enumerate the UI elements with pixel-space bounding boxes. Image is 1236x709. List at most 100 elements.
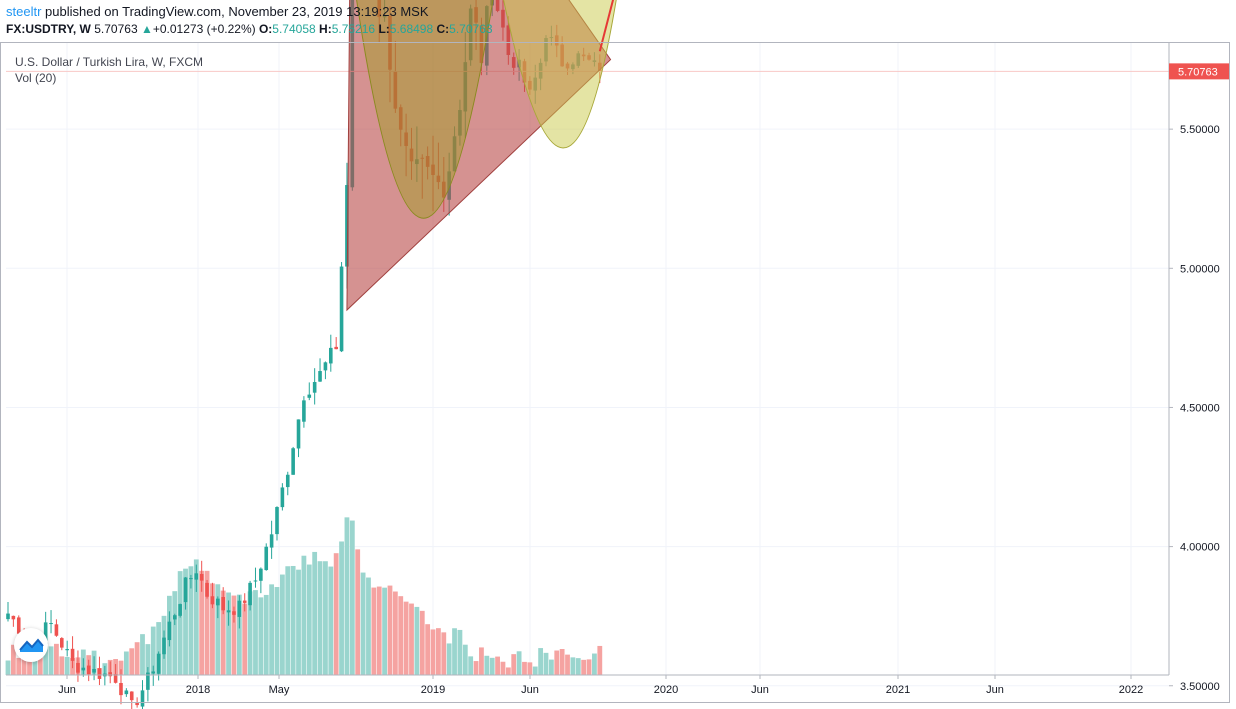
volume-bar xyxy=(548,659,554,675)
volume-bar xyxy=(511,654,517,675)
x-tick-label: May xyxy=(269,684,290,696)
candle-body xyxy=(259,568,263,581)
volume-bar xyxy=(48,646,54,675)
volume-bar xyxy=(5,660,11,675)
volume-bar xyxy=(193,559,199,675)
tradingview-logo-icon xyxy=(19,638,44,652)
candle-body xyxy=(269,534,274,548)
volume-bar xyxy=(177,571,183,675)
volume-bar xyxy=(446,643,452,675)
author-link[interactable]: steeltr xyxy=(6,4,42,19)
volume-bar xyxy=(54,643,59,675)
candle-body xyxy=(108,672,113,677)
volume-bar xyxy=(575,658,581,675)
volume-bar xyxy=(150,626,156,675)
volume-bar xyxy=(27,654,32,675)
volume-bar xyxy=(462,644,468,675)
volume-bar xyxy=(489,657,495,675)
candle-body xyxy=(329,347,333,364)
volume-bar xyxy=(134,642,140,675)
volume-bar xyxy=(247,591,253,675)
volume-bar xyxy=(328,566,334,675)
volume-bar xyxy=(430,629,436,675)
candle-body xyxy=(162,637,166,655)
candle-body xyxy=(280,487,285,508)
volume-bar xyxy=(452,628,457,675)
volume-bar xyxy=(516,651,522,675)
candle-body xyxy=(334,346,338,350)
volume-bar xyxy=(188,566,194,675)
x-tick-label: 2018 xyxy=(186,684,210,696)
volume-bar xyxy=(484,655,490,675)
candle-body xyxy=(6,613,10,620)
volume-bar xyxy=(409,603,414,675)
volume-bar xyxy=(597,645,603,675)
volume-bar xyxy=(16,657,22,675)
high-value: 5.75216 xyxy=(331,22,376,36)
candle-body xyxy=(339,266,344,352)
drawing-annotations xyxy=(346,0,617,312)
volume-bar xyxy=(10,644,16,675)
candle-body xyxy=(323,362,328,371)
volume-bar xyxy=(344,517,350,675)
candle-body xyxy=(291,448,295,475)
volume-bar xyxy=(285,566,291,675)
volume-bar xyxy=(387,585,393,675)
volume-bar xyxy=(543,652,549,675)
candle-body xyxy=(205,582,209,597)
volume-indicator-label[interactable]: Vol (20) xyxy=(15,71,57,85)
volume-bar xyxy=(333,553,339,675)
candle-body xyxy=(199,573,204,581)
candle-body xyxy=(242,600,247,603)
volume-bar xyxy=(118,660,124,675)
volume-bar xyxy=(37,646,43,675)
last-price-tag-label: 5.70763 xyxy=(1178,66,1218,78)
chart-legend: U.S. Dollar / Turkish Lira, W, FXCM Vol … xyxy=(15,54,203,86)
y-tick-label: 4.00000 xyxy=(1180,542,1220,554)
candle-body xyxy=(210,596,215,605)
volume-bar xyxy=(220,590,226,675)
arrow-up-icon: ▲ xyxy=(140,22,153,36)
volume-bar xyxy=(123,651,129,675)
volume-bar xyxy=(360,572,366,675)
volume-bar xyxy=(532,666,538,675)
volume-bar xyxy=(527,662,533,675)
volume-bar xyxy=(500,661,506,675)
candle-body xyxy=(70,648,75,661)
series-title[interactable]: U.S. Dollar / Turkish Lira, W, FXCM xyxy=(15,55,204,69)
volume-bar xyxy=(306,564,312,675)
candle-body xyxy=(312,382,317,393)
candle-body xyxy=(275,507,279,535)
volume-bar xyxy=(301,555,307,675)
volume-bar xyxy=(339,541,344,675)
quote-line: FX:USDTRY, W 5.70763 ▲+0.01273 (+0.22%) … xyxy=(6,21,493,37)
volume-bar xyxy=(317,561,323,675)
volume-bar xyxy=(376,586,382,675)
low-value: 5.68498 xyxy=(389,22,434,36)
volume-bar xyxy=(242,603,248,675)
volume-bar xyxy=(414,606,420,675)
open-value: 5.74058 xyxy=(272,22,316,36)
y-tick-label: 4.50000 xyxy=(1180,402,1220,414)
candle-body xyxy=(92,668,96,673)
volume-bar xyxy=(145,644,151,675)
candle-body xyxy=(221,597,225,611)
volume-bar xyxy=(355,549,361,675)
volume-bar xyxy=(323,561,328,675)
x-tick-label: Jun xyxy=(58,684,76,696)
candle-body xyxy=(248,582,252,606)
volume-bar xyxy=(392,591,398,675)
x-tick-label: Jun xyxy=(521,684,539,696)
tradingview-logo[interactable] xyxy=(14,628,48,662)
volume-bar xyxy=(43,642,49,675)
y-tick-label: 5.50000 xyxy=(1180,124,1220,136)
candle-body xyxy=(167,621,172,641)
candle-body xyxy=(253,580,258,582)
volume-bar xyxy=(403,601,409,675)
x-tick-label: Jun xyxy=(986,684,1004,696)
candle-body xyxy=(194,573,199,580)
candle-body xyxy=(86,665,91,675)
volume-bar xyxy=(468,656,474,675)
